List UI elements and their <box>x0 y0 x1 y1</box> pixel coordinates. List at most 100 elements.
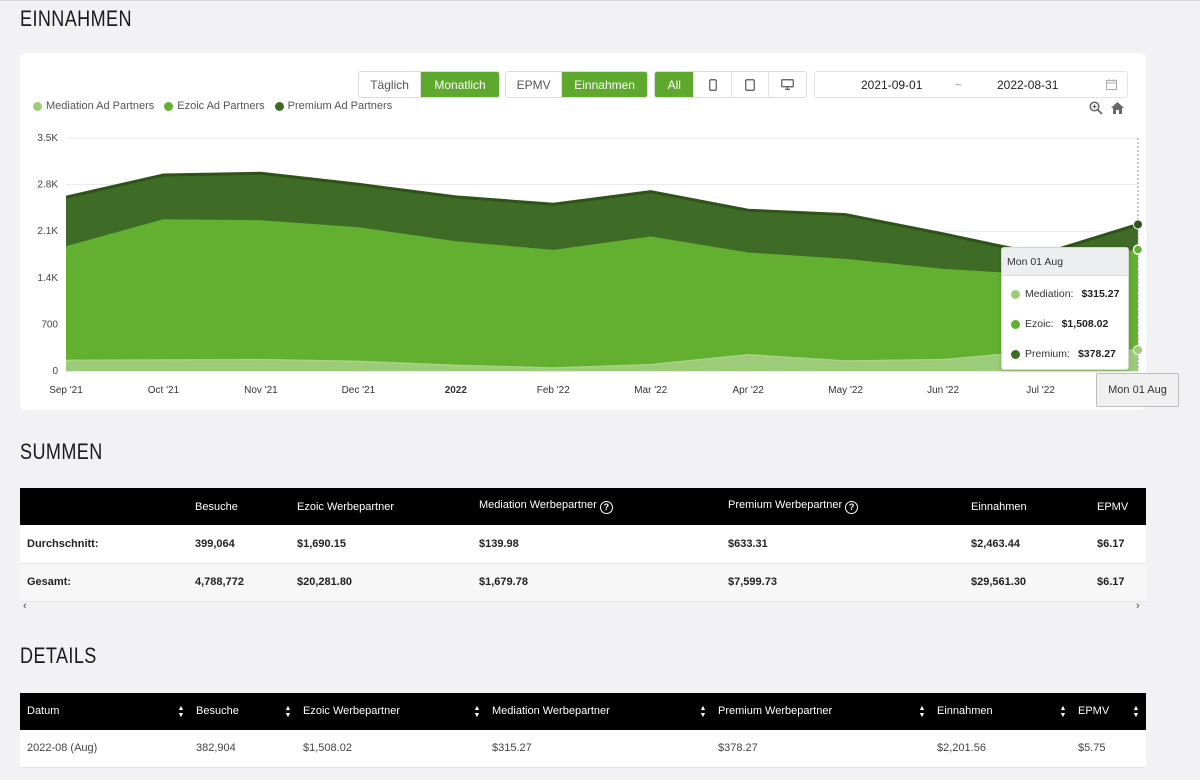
cell-revenue: $2,201.56 <box>937 742 986 755</box>
details-header-revenue[interactable]: Einnahmen ▲ ▼ <box>930 693 1071 730</box>
tooltip-name: Premium: <box>1025 348 1070 360</box>
home-icon[interactable] <box>1110 101 1125 115</box>
cell-revenue: $29,561.30 <box>971 576 1027 588</box>
tooltip-name: Mediation: <box>1025 288 1074 300</box>
x-axis-crosshair-label: Mon 01 Aug <box>1096 373 1179 407</box>
line-premium <box>65 171 1139 257</box>
x-tick-label: Feb '22 <box>537 385 570 396</box>
summary-header-visits[interactable]: Besuche <box>195 500 238 513</box>
details-header-premium[interactable]: Premium Werbepartner ▲ ▼ <box>711 693 930 730</box>
y-tick-label: 2.1K <box>37 226 58 237</box>
sort-icon[interactable]: ▲ ▼ <box>177 704 185 719</box>
legend-item-ezoic[interactable]: Ezoic Ad Partners <box>164 100 265 112</box>
sort-icon[interactable]: ▲ ▼ <box>473 704 481 719</box>
x-tick-label: Dec '21 <box>342 385 376 396</box>
tooltip-name: Ezoic: <box>1025 318 1054 330</box>
scroll-right-icon[interactable]: › <box>1136 600 1140 612</box>
cell-visits: 4,788,772 <box>195 576 244 588</box>
y-tick-label: 2.8K <box>37 180 58 191</box>
cell-ezoic: $1,508.02 <box>303 742 352 755</box>
header-text: Ezoic Werbepartner <box>303 704 401 717</box>
cell-epmv: $6.17 <box>1097 576 1125 588</box>
tooltip-value: $1,508.02 <box>1061 318 1109 330</box>
legend-label: Premium Ad Partners <box>287 100 393 112</box>
details-header-visits[interactable]: Besuche ▲ ▼ <box>189 693 296 730</box>
header-text: Mediation Werbepartner <box>492 704 610 717</box>
all-devices-button[interactable]: All <box>655 72 695 97</box>
summary-horizontal-scroll[interactable]: ‹ › <box>20 600 1146 615</box>
zoom-icon[interactable] <box>1089 101 1103 115</box>
sort-icon[interactable]: ▲ ▼ <box>918 704 926 719</box>
metric-toggle: EPMV Einnahmen <box>505 71 648 98</box>
y-tick-label: 1.4K <box>37 273 58 284</box>
y-tick-label: 3.5K <box>37 133 58 144</box>
cell-visits: 382,904 <box>196 742 236 755</box>
header-text: Besuche <box>196 704 239 717</box>
cell-premium: $7,599.73 <box>728 576 777 588</box>
x-tick-label: Jul '22 <box>1026 385 1055 396</box>
sort-icon[interactable]: ▲ ▼ <box>1059 704 1067 719</box>
details-table: Datum ▲ ▼ Besuche ▲ ▼ Ezoic Werbepartner ▲ ▼ M… <box>20 693 1146 768</box>
summary-header-epmv[interactable]: EPMV <box>1097 500 1129 513</box>
x-tick-label: May '22 <box>828 385 863 396</box>
table-row: Durchschnitt: 399,064 $1,690.15 $139.98 … <box>20 525 1146 563</box>
cell-mediation: $1,679.78 <box>479 576 528 588</box>
cell-epmv: $5.75 <box>1078 742 1106 755</box>
tooltip-row-mediation: Mediation: $315.27 <box>1011 288 1119 300</box>
tooltip-row-ezoic: Ezoic: $1,508.02 <box>1011 318 1108 330</box>
help-icon[interactable]: ? <box>845 501 859 514</box>
sort-icon[interactable]: ▲ ▼ <box>699 704 707 719</box>
phone-button[interactable] <box>694 72 732 97</box>
summary-header-mediation[interactable]: Mediation Werbepartner? <box>479 488 728 525</box>
monthly-button[interactable]: Monatlich <box>421 72 499 97</box>
details-header-ezoic[interactable]: Ezoic Werbepartner ▲ ▼ <box>296 693 485 730</box>
details-header-date[interactable]: Datum ▲ ▼ <box>20 693 189 730</box>
cell-revenue: $2,463.44 <box>971 537 1020 550</box>
header-text: Datum <box>27 704 60 717</box>
date-to[interactable]: 2022-08-31 <box>997 77 1059 92</box>
tablet-button[interactable] <box>732 72 769 97</box>
summary-table: Besuche Ezoic Werbepartner Mediation Wer… <box>20 488 1146 602</box>
legend-item-premium[interactable]: Premium Ad Partners <box>274 100 393 112</box>
details-header-mediation[interactable]: Mediation Werbepartner ▲ ▼ <box>485 693 711 730</box>
cell-mediation: $315.27 <box>492 742 532 755</box>
cell-epmv: $6.17 <box>1097 537 1125 550</box>
revenue-area-chart: 0 700 1.4K 2.1K 2.8K 3.5K Sep '21 Oct '21 Nov '2… <box>37 133 1144 396</box>
line-mediation <box>65 349 1139 369</box>
legend-dot <box>164 101 174 111</box>
revenue-button[interactable]: Einnahmen <box>562 72 647 97</box>
date-from[interactable]: 2021-09-01 <box>861 77 923 92</box>
cell-premium: $633.31 <box>728 537 768 550</box>
summary-header-revenue[interactable]: Einnahmen <box>971 500 1027 513</box>
sort-icon[interactable]: ▲ ▼ <box>1132 704 1140 719</box>
point-premium <box>1133 219 1143 230</box>
header-text: Einnahmen <box>937 704 993 717</box>
chart-tooltip: Mon 01 Aug Mediation: $315.27 Ezoic: $1,… <box>1001 247 1129 370</box>
section-title-details: DETAILS <box>20 643 97 668</box>
desktop-button[interactable] <box>769 72 807 97</box>
x-tick-label: 2022 <box>445 385 468 396</box>
x-tick-label: Nov '21 <box>244 385 278 396</box>
x-tick-label: Mar '22 <box>634 385 667 396</box>
summary-header-premium[interactable]: Premium Werbepartner? <box>728 488 971 525</box>
cell-ezoic: $1,690.15 <box>297 537 346 550</box>
summary-header-row: Besuche Ezoic Werbepartner Mediation Wer… <box>20 488 1146 525</box>
section-title-summen: SUMMEN <box>20 439 103 464</box>
tooltip-dot <box>1011 319 1020 329</box>
calendar-icon[interactable] <box>1106 79 1117 90</box>
epmv-button[interactable]: EPMV <box>506 72 563 97</box>
area-mediation <box>66 350 1138 371</box>
device-toggle: All <box>654 71 807 98</box>
daily-button[interactable]: Täglich <box>359 72 422 97</box>
help-icon[interactable]: ? <box>599 501 613 514</box>
sort-icon[interactable]: ▲ ▼ <box>284 704 292 719</box>
table-row: Gesamt: 4,788,772 $20,281.80 $1,679.78 $… <box>20 563 1146 601</box>
date-range-picker[interactable]: 2021-09-01 ~ 2022-08-31 <box>814 71 1128 98</box>
legend-label: Ezoic Ad Partners <box>177 100 265 112</box>
tooltip-value: $315.27 <box>1081 288 1120 300</box>
header-text: Premium Werbepartner <box>728 499 843 511</box>
legend-item-mediation[interactable]: Mediation Ad Partners <box>33 100 154 112</box>
details-header-epmv[interactable]: EPMV ▲ ▼ <box>1071 693 1146 730</box>
scroll-left-icon[interactable]: ‹ <box>23 600 27 612</box>
summary-header-ezoic[interactable]: Ezoic Werbepartner <box>297 500 395 513</box>
